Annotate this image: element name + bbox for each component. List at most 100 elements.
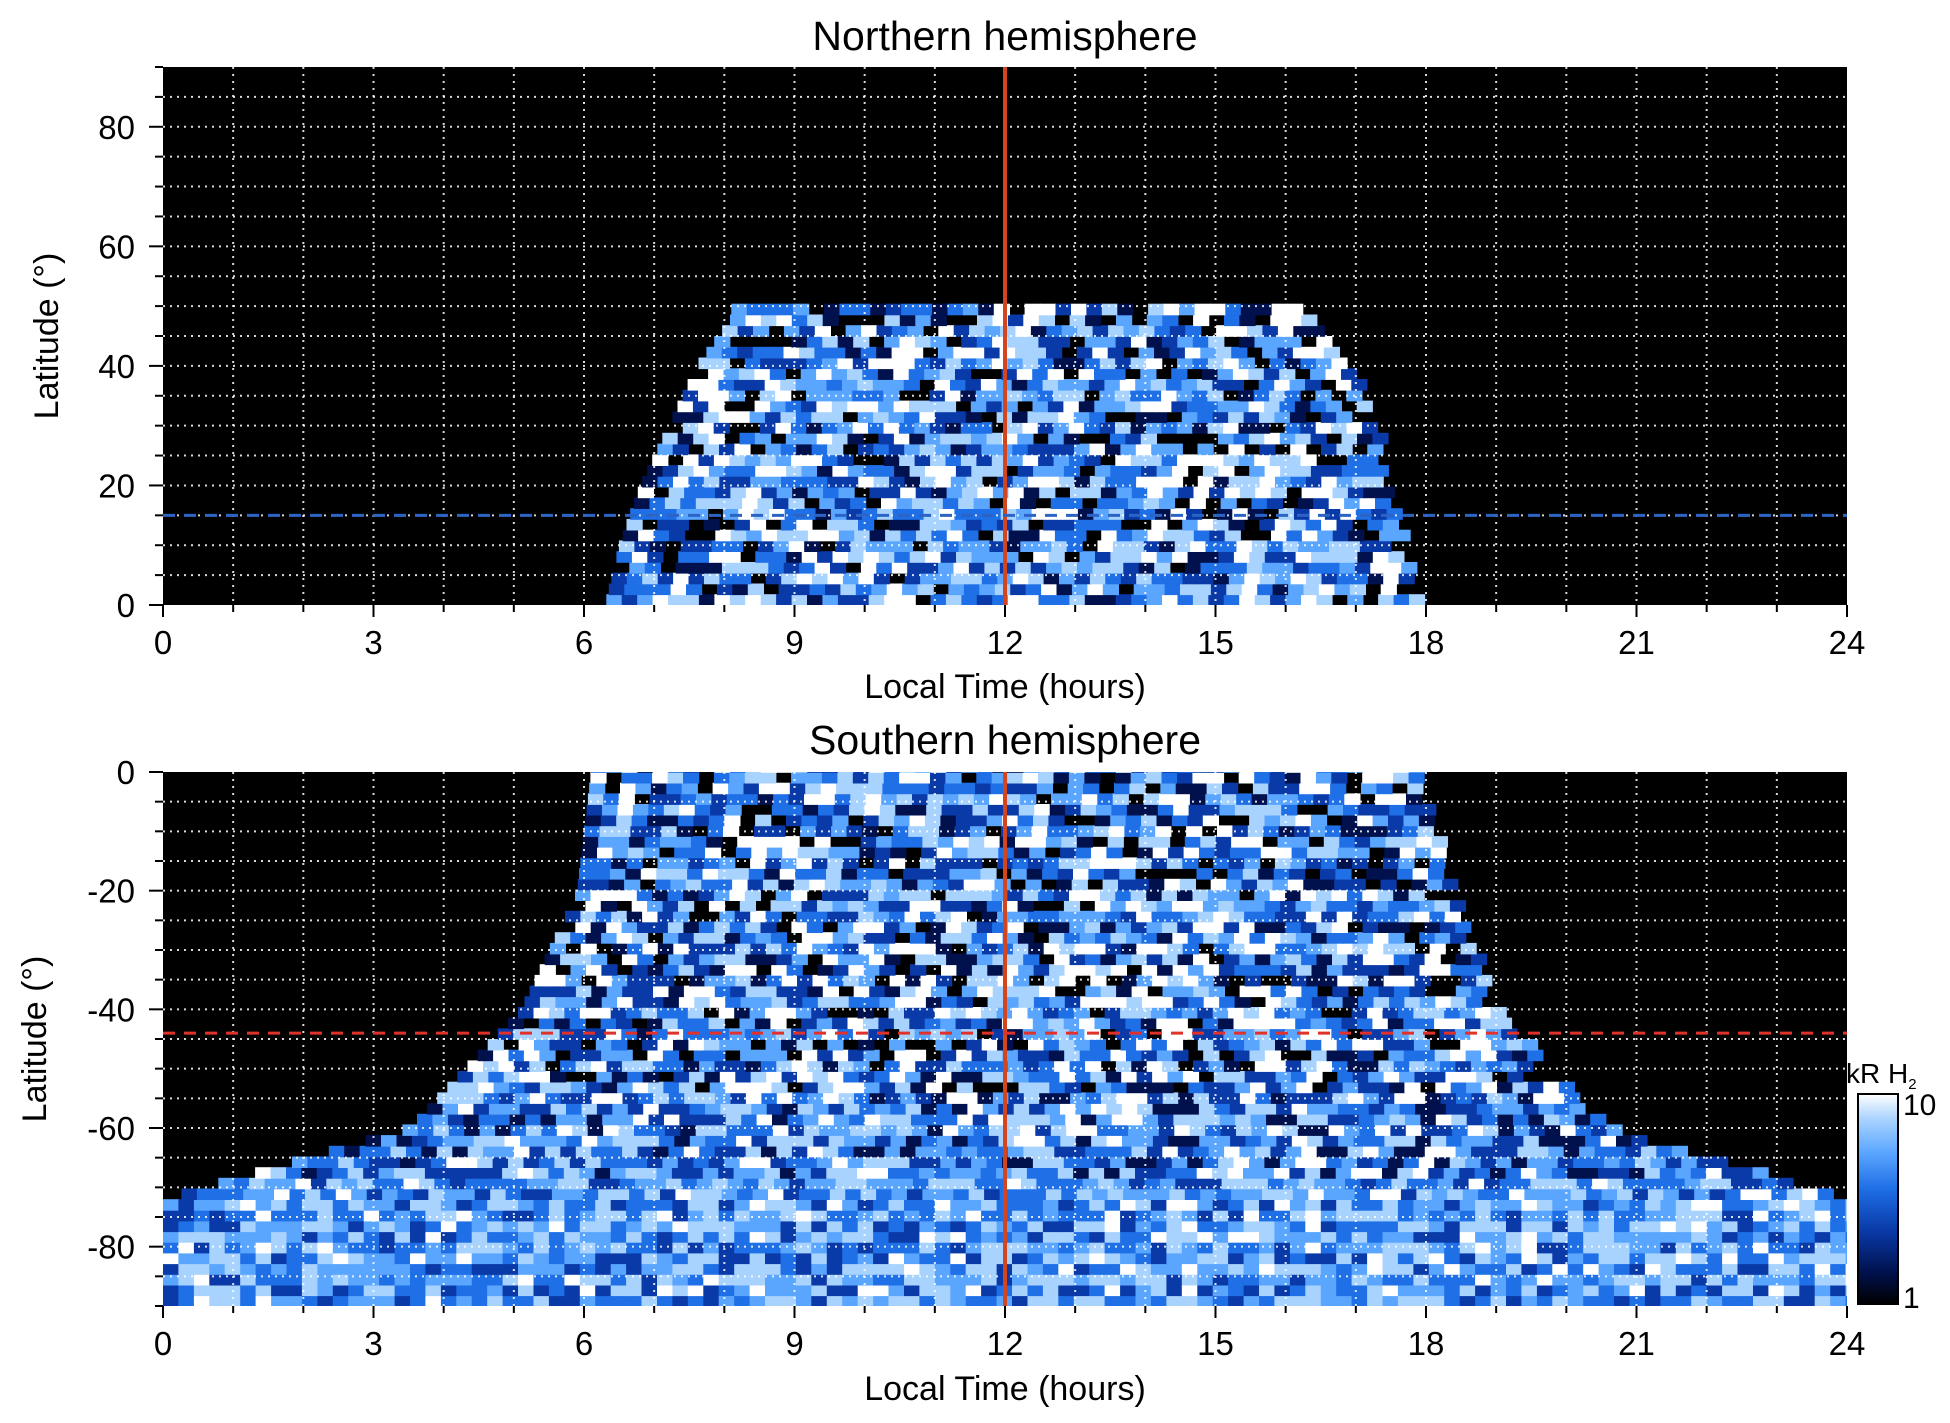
heatmap-cell bbox=[1269, 772, 1286, 784]
heatmap-cell bbox=[1496, 1156, 1513, 1168]
heatmap-cell bbox=[1383, 1039, 1400, 1051]
heatmap-cell bbox=[1326, 465, 1343, 477]
heatmap-cell bbox=[1074, 572, 1091, 585]
heatmap-cell bbox=[1326, 900, 1343, 912]
heatmap-cell bbox=[1212, 1252, 1229, 1265]
heatmap-cell bbox=[1435, 964, 1452, 976]
heatmap-cell bbox=[1372, 814, 1389, 827]
heatmap-cell bbox=[749, 1220, 766, 1233]
heatmap-cell bbox=[1293, 562, 1310, 574]
heatmap-cell bbox=[1038, 1145, 1056, 1158]
heatmap-cell bbox=[745, 1060, 762, 1072]
heatmap-cell bbox=[992, 486, 1010, 499]
heatmap-cell bbox=[864, 1081, 881, 1094]
heatmap-cell bbox=[1219, 1081, 1236, 1094]
heatmap-cell bbox=[866, 1177, 883, 1190]
heatmap-cell bbox=[447, 1113, 465, 1126]
heatmap-cell bbox=[660, 1188, 677, 1200]
heatmap-cell bbox=[939, 400, 957, 413]
heatmap-cell bbox=[1338, 1135, 1355, 1147]
heatmap-cell bbox=[696, 540, 713, 552]
heatmap-cell bbox=[677, 400, 694, 413]
heatmap-cell bbox=[1008, 1092, 1025, 1104]
heatmap-cell bbox=[1120, 1252, 1137, 1265]
heatmap-cell bbox=[1003, 1113, 1020, 1126]
heatmap-cell bbox=[1799, 1295, 1816, 1306]
heatmap-cell bbox=[533, 1274, 550, 1286]
heatmap-cell bbox=[1174, 793, 1191, 805]
heatmap-cell bbox=[372, 1177, 389, 1190]
heatmap-cell bbox=[822, 357, 839, 370]
heatmap-cell bbox=[1678, 1188, 1695, 1200]
heatmap-cell bbox=[807, 314, 824, 327]
heatmap-cell bbox=[1583, 1252, 1600, 1265]
heatmap-cell bbox=[918, 1167, 936, 1179]
heatmap-cell bbox=[865, 540, 883, 552]
heatmap-cell bbox=[1737, 1295, 1754, 1306]
heatmap-cell bbox=[1107, 562, 1125, 574]
heatmap-cell bbox=[827, 910, 844, 923]
heatmap-cell bbox=[683, 772, 700, 773]
heatmap-cell bbox=[679, 1113, 696, 1126]
heatmap-cell bbox=[729, 454, 746, 466]
heatmap-cell bbox=[711, 540, 728, 552]
heatmap-cell bbox=[1513, 1113, 1530, 1126]
heatmap-cell bbox=[1351, 1263, 1368, 1275]
heatmap-cell bbox=[1506, 1199, 1523, 1211]
heatmap-cell bbox=[919, 1209, 936, 1222]
heatmap-cell bbox=[1332, 486, 1349, 499]
heatmap-cell bbox=[1145, 389, 1162, 402]
heatmap-cell bbox=[992, 985, 1009, 998]
heatmap-cell bbox=[1498, 1124, 1515, 1136]
heatmap-cell bbox=[1418, 1156, 1435, 1168]
heatmap-cell bbox=[545, 1092, 562, 1104]
heatmap-cell bbox=[896, 1124, 913, 1136]
heatmap-cell bbox=[863, 814, 880, 827]
heatmap-cell bbox=[286, 1263, 303, 1275]
heatmap-cell bbox=[1768, 1274, 1785, 1286]
heatmap-cell bbox=[698, 1028, 715, 1040]
heatmap-cell bbox=[1459, 1295, 1476, 1306]
heatmap-cell bbox=[1125, 432, 1142, 445]
heatmap-cell bbox=[617, 1113, 634, 1126]
heatmap-cell bbox=[960, 454, 978, 466]
heatmap-cell bbox=[440, 1274, 458, 1286]
heatmap-cell bbox=[932, 303, 949, 316]
heatmap-cell bbox=[550, 974, 567, 987]
heatmap-cell bbox=[209, 1284, 226, 1297]
heatmap-cell bbox=[1490, 1007, 1507, 1019]
heatmap-cell bbox=[1141, 1049, 1158, 1062]
heatmap-cell bbox=[703, 1231, 720, 1243]
heatmap-cell bbox=[1104, 379, 1121, 391]
heatmap-cell bbox=[1012, 1252, 1029, 1265]
heatmap-cell bbox=[868, 772, 886, 773]
heatmap-cell bbox=[1051, 1177, 1068, 1190]
heatmap-cell bbox=[1336, 411, 1353, 423]
heatmap-cell bbox=[1230, 1135, 1247, 1147]
heatmap-cell bbox=[755, 465, 772, 477]
heatmap-cell bbox=[829, 346, 846, 359]
heatmap-cell bbox=[1270, 1060, 1287, 1072]
heatmap-cell bbox=[971, 814, 988, 827]
heatmap-cell bbox=[672, 1007, 689, 1019]
heatmap-cell bbox=[502, 1284, 519, 1297]
heatmap-cell bbox=[634, 497, 651, 509]
heatmap-cell bbox=[1233, 432, 1250, 445]
heatmap-cell bbox=[958, 1124, 975, 1136]
heatmap-cell bbox=[689, 1135, 706, 1147]
heatmap-cell bbox=[987, 804, 1005, 816]
heatmap-cell bbox=[1038, 1060, 1055, 1072]
heatmap-cell bbox=[1495, 1017, 1513, 1030]
heatmap-cell bbox=[529, 1092, 546, 1104]
heatmap-cell bbox=[271, 1241, 288, 1254]
heatmap-cell bbox=[667, 889, 684, 901]
heatmap-cell bbox=[768, 562, 785, 574]
heatmap-cell bbox=[1431, 1188, 1448, 1200]
heatmap-cell bbox=[1248, 368, 1265, 380]
heatmap-cell bbox=[1310, 1017, 1327, 1030]
heatmap-cell bbox=[962, 1092, 979, 1104]
heatmap-cell bbox=[240, 1199, 257, 1211]
heatmap-cell bbox=[729, 889, 746, 901]
heatmap-cell bbox=[930, 953, 947, 966]
heatmap-cell bbox=[754, 400, 771, 413]
